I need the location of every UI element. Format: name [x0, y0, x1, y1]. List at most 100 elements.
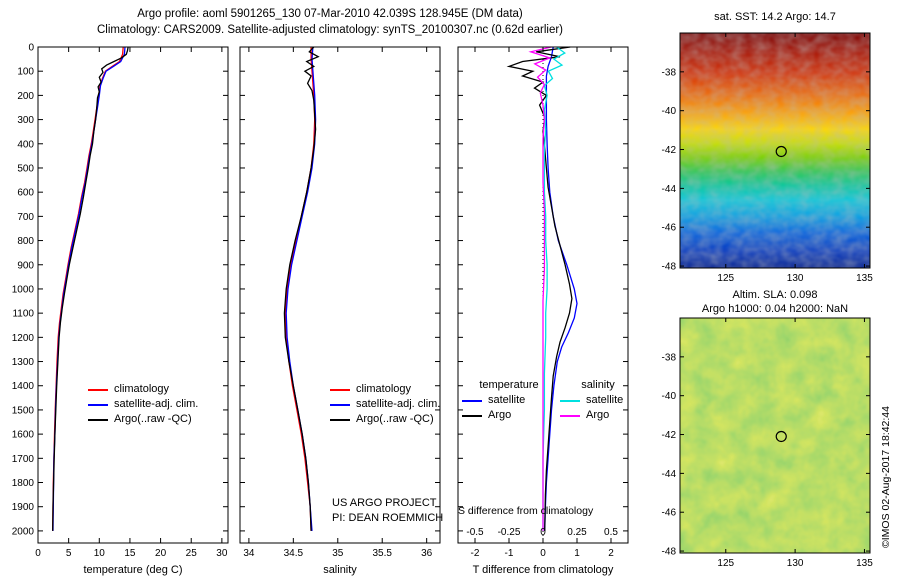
series-S-Argo	[528, 46, 552, 531]
svg-text:135: 135	[856, 273, 873, 284]
legend-label: satellite-adj. clim.	[114, 398, 199, 410]
difference-profile-panel: -2 -1 0 1 2 -0.5 -0.25 0 0.25 0.5 T difference fro…	[457, 46, 629, 576]
svg-text:temperature (deg C): temperature (deg C)	[83, 564, 182, 576]
legend-label: satellite	[488, 394, 526, 406]
series-satellite-adj-clim-	[285, 46, 317, 531]
title-line1: Argo profile: aoml 5901265_130 07-Mar-20…	[137, 8, 523, 20]
svg-text:400: 400	[17, 139, 34, 150]
legend-label: satellite	[586, 394, 624, 406]
svg-text:125: 125	[717, 273, 734, 284]
legend-swatch	[462, 414, 482, 417]
svg-text:0: 0	[540, 548, 546, 559]
svg-text:0: 0	[35, 548, 41, 559]
svg-text:0.5: 0.5	[604, 527, 618, 538]
svg-text:25: 25	[186, 548, 198, 559]
title-line2: Climatology: CARS2009. Satellite-adjuste…	[97, 24, 563, 36]
svg-text:2: 2	[608, 548, 614, 559]
svg-text:-48: -48	[662, 547, 677, 558]
map-axes-box	[679, 317, 871, 554]
legend-swatch	[330, 418, 350, 421]
svg-text:125: 125	[717, 558, 734, 569]
argo-location-marker	[775, 145, 787, 158]
svg-text:-0.25: -0.25	[498, 527, 521, 538]
svg-text:-40: -40	[662, 106, 677, 117]
svg-text:34: 34	[243, 548, 255, 559]
svg-text:30: 30	[216, 548, 228, 559]
map-axes-box	[679, 32, 871, 269]
copyright-stamp: ©IMOS 02-Aug-2017 18:42:44	[880, 406, 892, 548]
legend-item: Argo(..raw -QC)	[88, 412, 198, 427]
series-Argo-raw-QC-	[52, 46, 129, 531]
svg-text:0.25: 0.25	[567, 527, 587, 538]
svg-text:1400: 1400	[12, 381, 35, 392]
svg-text:1100: 1100	[12, 309, 34, 320]
svg-text:2000: 2000	[12, 526, 35, 537]
legend-item: climatology	[330, 382, 440, 397]
svg-text:135: 135	[856, 558, 873, 569]
legend-item: Argo	[462, 408, 556, 423]
svg-text:1000: 1000	[12, 284, 35, 295]
svg-text:1600: 1600	[12, 430, 35, 441]
svg-text:100: 100	[17, 67, 34, 78]
svg-text:1: 1	[574, 548, 580, 559]
svg-text:salinity: salinity	[323, 564, 357, 576]
sst-map-title: sat. SST: 14.2 Argo: 14.7	[714, 11, 836, 23]
legend-salinity-panel: climatology satellite-adj. clim. Argo(..ra…	[330, 382, 440, 427]
svg-text:-42: -42	[662, 430, 677, 441]
legend-swatch	[88, 388, 108, 391]
legend-item: satellite	[462, 393, 556, 408]
sla-map-title-line2: Argo h1000: 0.04 h2000: NaN	[701, 303, 849, 315]
svg-text:35: 35	[332, 548, 344, 559]
svg-text:-48: -48	[662, 262, 677, 273]
legend-item: climatology	[88, 382, 198, 397]
svg-text:35.5: 35.5	[372, 548, 392, 559]
svg-text:10: 10	[94, 548, 106, 559]
svg-text:600: 600	[17, 188, 34, 199]
legend-swatch	[330, 388, 350, 391]
legend-label: satellite-adj. clim.	[356, 398, 441, 410]
svg-text:1300: 1300	[12, 357, 35, 368]
svg-text:300: 300	[17, 115, 34, 126]
sst-noise-texture	[680, 33, 870, 268]
series-climatology	[284, 47, 316, 531]
axes-box	[239, 46, 441, 544]
sst-map: 125 130 135 -38 -40 -42 -44 -46 -48	[662, 32, 873, 284]
project-note: US ARGO PROJECT	[332, 497, 437, 509]
legend-diff-temperature: temperature satellite Argo	[462, 378, 556, 423]
svg-text:5: 5	[66, 548, 72, 559]
svg-text:700: 700	[17, 212, 34, 223]
legend-item: satellite-adj. clim.	[330, 397, 440, 412]
legend-swatch	[88, 403, 108, 406]
axes-box	[37, 46, 229, 544]
svg-text:200: 200	[17, 91, 34, 102]
svg-text:15: 15	[124, 548, 136, 559]
legend-item: Argo(..raw -QC)	[330, 412, 440, 427]
svg-text:-40: -40	[662, 391, 677, 402]
svg-text:130: 130	[787, 273, 804, 284]
svg-text:900: 900	[17, 260, 34, 271]
sla-map: 125 130 135 -38 -40 -42 -44 -46 -48	[662, 317, 873, 569]
svg-text:0: 0	[540, 527, 546, 538]
legend-swatch	[330, 403, 350, 406]
pi-note: PI: DEAN ROEMMICH	[332, 512, 444, 524]
legend-label: Argo	[586, 409, 610, 421]
svg-text:-38: -38	[662, 67, 677, 78]
svg-text:0: 0	[28, 43, 34, 54]
legend-swatch	[88, 418, 108, 421]
legend-item: Argo	[560, 408, 636, 423]
legend-diff-sal-header: salinity	[581, 379, 615, 391]
legend-swatch	[560, 414, 580, 417]
legend-temperature-panel: climatology satellite-adj. clim. Argo(..ra…	[88, 382, 198, 427]
svg-text:36: 36	[421, 548, 433, 559]
series-T-Argo	[506, 46, 573, 531]
svg-text:-0.5: -0.5	[466, 527, 484, 538]
legend-label: climatology	[356, 383, 412, 395]
svg-text:800: 800	[17, 236, 34, 247]
series-Argo-raw-QC-	[283, 46, 320, 531]
svg-text:-46: -46	[662, 508, 677, 519]
legend-diff-salinity: salinity satellite Argo	[560, 378, 636, 423]
legend-swatch	[462, 399, 482, 402]
svg-text:130: 130	[787, 558, 804, 569]
svg-text:-38: -38	[662, 352, 677, 363]
